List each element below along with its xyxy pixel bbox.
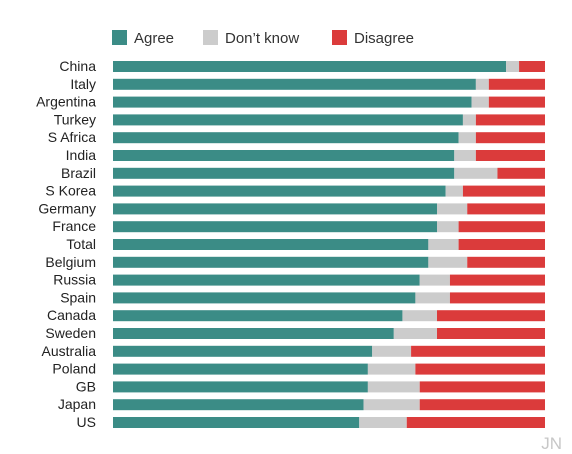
- bar-agree-germany: [113, 203, 437, 215]
- category-label-australia: Australia: [42, 343, 97, 359]
- bar-agree-s-korea: [113, 185, 446, 197]
- bar-disagree-sweden: [437, 328, 545, 339]
- category-label-japan: Japan: [58, 396, 96, 412]
- bar-agree-japan: [113, 399, 364, 411]
- bar-don-t-know-spain: [415, 292, 450, 304]
- category-label-germany: Germany: [38, 200, 96, 216]
- bar-don-t-know-sweden: [393, 328, 437, 339]
- category-label-spain: Spain: [60, 289, 96, 305]
- category-label-s-africa: S Africa: [48, 129, 96, 145]
- bar-disagree-canada: [437, 310, 545, 322]
- bar-disagree-japan: [419, 399, 545, 411]
- legend-swatch-agree: [112, 30, 127, 45]
- bar-agree-turkey: [113, 114, 463, 126]
- bar-don-t-know-gb: [367, 381, 420, 393]
- bar-disagree-s-korea: [462, 185, 545, 197]
- category-label-turkey: Turkey: [54, 111, 96, 127]
- bar-don-t-know-turkey: [462, 114, 476, 126]
- bar-don-t-know-india: [454, 150, 476, 161]
- category-label-argentina: Argentina: [36, 94, 96, 110]
- bar-disagree-india: [475, 150, 545, 161]
- category-label-us: US: [77, 414, 96, 430]
- bar-disagree-us: [406, 417, 545, 428]
- bar-don-t-know-russia: [419, 274, 450, 286]
- bar-don-t-know-japan: [363, 399, 420, 411]
- watermark: JN: [541, 434, 562, 453]
- legend: Agree Don’t know Disagree: [112, 30, 414, 47]
- bar-disagree-australia: [411, 345, 545, 357]
- category-label-belgium: Belgium: [45, 254, 96, 270]
- bar-agree-brazil: [113, 167, 455, 179]
- bar-don-t-know-australia: [372, 345, 412, 357]
- bar-disagree-turkey: [475, 114, 545, 126]
- bar-disagree-china: [519, 61, 545, 72]
- bar-agree-us: [113, 417, 360, 428]
- bar-agree-s-africa: [113, 132, 459, 144]
- bar-disagree-germany: [467, 203, 545, 215]
- bar-disagree-brazil: [497, 167, 545, 179]
- bar-agree-india: [113, 150, 455, 161]
- bar-don-t-know-brazil: [454, 167, 498, 179]
- category-label-brazil: Brazil: [61, 165, 96, 181]
- legend-label-agree: Agree: [134, 30, 174, 47]
- category-label-india: India: [66, 147, 97, 163]
- bar-disagree-total: [458, 239, 545, 250]
- bar-disagree-poland: [415, 363, 545, 375]
- bar-disagree-russia: [449, 274, 545, 286]
- bar-don-t-know-belgium: [428, 256, 468, 268]
- bar-agree-belgium: [113, 256, 429, 268]
- bar-don-t-know-s-africa: [458, 132, 476, 144]
- legend-label-disagree: Disagree: [354, 30, 414, 47]
- bar-don-t-know-germany: [437, 203, 468, 215]
- legend-swatch-don-t-know: [203, 30, 218, 45]
- category-label-total: Total: [66, 236, 96, 252]
- bar-disagree-france: [458, 221, 545, 233]
- bar-don-t-know-s-korea: [445, 185, 463, 197]
- category-label-china: China: [59, 58, 96, 74]
- bar-agree-china: [113, 61, 507, 72]
- bar-don-t-know-poland: [367, 363, 416, 375]
- category-label-sweden: Sweden: [45, 325, 96, 341]
- bar-disagree-argentina: [488, 96, 545, 108]
- bar-agree-russia: [113, 274, 420, 286]
- bar-agree-france: [113, 221, 437, 233]
- bar-disagree-belgium: [467, 256, 545, 268]
- legend-label-don-t-know: Don’t know: [225, 30, 299, 47]
- bar-agree-australia: [113, 345, 373, 357]
- bar-don-t-know-total: [428, 239, 459, 250]
- category-label-s-korea: S Korea: [45, 183, 96, 199]
- category-label-poland: Poland: [52, 361, 96, 377]
- bar-agree-sweden: [113, 328, 394, 339]
- legend-swatch-disagree: [332, 30, 347, 45]
- bar-don-t-know-italy: [475, 78, 489, 90]
- bar-don-t-know-argentina: [471, 96, 489, 108]
- bar-agree-canada: [113, 310, 403, 322]
- category-label-russia: Russia: [53, 272, 96, 288]
- bars: [113, 61, 545, 428]
- bar-disagree-gb: [419, 381, 545, 393]
- bar-agree-argentina: [113, 96, 472, 108]
- category-label-canada: Canada: [47, 307, 96, 323]
- bar-agree-italy: [113, 78, 476, 90]
- bar-disagree-italy: [488, 78, 545, 90]
- bar-don-t-know-canada: [402, 310, 437, 322]
- bar-don-t-know-france: [437, 221, 459, 233]
- bar-agree-poland: [113, 363, 368, 375]
- bar-disagree-s-africa: [475, 132, 545, 144]
- bar-disagree-spain: [449, 292, 545, 304]
- bar-agree-spain: [113, 292, 416, 304]
- bar-don-t-know-us: [359, 417, 407, 428]
- bar-agree-total: [113, 239, 429, 250]
- bar-don-t-know-china: [506, 61, 520, 72]
- category-label-italy: Italy: [70, 76, 96, 92]
- category-label-gb: GB: [76, 378, 96, 394]
- category-label-france: France: [52, 218, 96, 234]
- bar-agree-gb: [113, 381, 368, 393]
